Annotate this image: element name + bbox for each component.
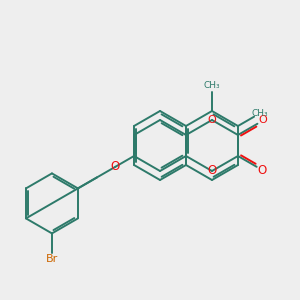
Text: CH₃: CH₃ bbox=[251, 109, 268, 118]
Text: O: O bbox=[111, 160, 120, 173]
Text: O: O bbox=[207, 164, 217, 178]
Text: O: O bbox=[258, 164, 267, 177]
Text: Br: Br bbox=[46, 254, 58, 265]
Text: O: O bbox=[208, 115, 216, 125]
Text: CH₃: CH₃ bbox=[204, 81, 220, 90]
Text: O: O bbox=[259, 116, 268, 125]
